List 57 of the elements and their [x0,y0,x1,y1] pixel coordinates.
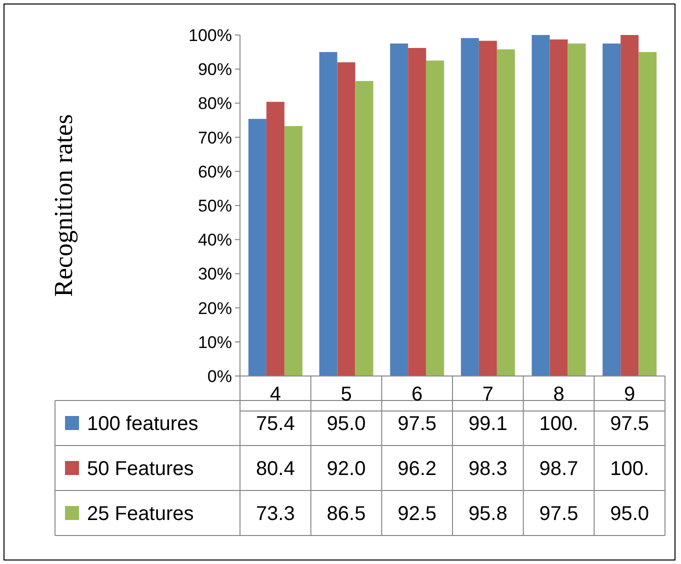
bar [266,102,284,376]
y-tick-label: 60% [198,162,232,182]
bar [638,52,657,376]
bar [248,118,266,376]
data-label: 98.7 [539,458,578,480]
bar [355,81,374,376]
bar [460,38,479,376]
y-tick-label: 30% [198,264,232,284]
data-label: 97.5 [610,413,650,435]
bar [478,40,497,376]
legend-label: 50 Features [87,458,194,480]
y-tick-label: 100% [188,26,232,45]
bar [602,44,621,376]
x-tick-label: 7 [482,384,494,406]
legend-label: 25 Features [87,503,194,525]
bar [620,35,639,376]
legend-label: 100 features [87,413,198,435]
x-tick-label: 5 [340,384,352,406]
y-tick-label: 90% [198,60,232,80]
data-label: 100. [610,458,650,480]
bar [390,44,408,376]
data-label: 73.3 [256,503,295,525]
data-label: 96.2 [398,458,437,480]
data-label: 92.5 [398,503,437,525]
y-axis-title: Recognition rates [49,114,78,297]
x-tick-label: 8 [553,384,564,406]
bar [496,49,515,376]
bar [319,52,338,376]
data-label: 86.5 [326,503,366,525]
bar [568,44,586,376]
data-label: 75.4 [256,413,295,435]
data-label: 95.0 [610,503,650,525]
y-tick-label: 0% [207,366,232,386]
data-label: 98.3 [468,458,508,480]
bar [284,126,302,376]
bar [408,48,426,376]
data-label: 92.0 [326,458,366,480]
y-tick-label: 50% [198,196,232,216]
y-tick-label: 20% [198,298,232,318]
bar [532,35,550,376]
data-label: 95.0 [326,413,366,435]
y-tick-label: 80% [198,94,232,114]
data-label: 95.8 [468,503,508,525]
x-tick-label: 4 [270,384,281,406]
data-label: 97.5 [539,503,578,525]
data-label: 97.5 [398,413,437,435]
data-label: 99.1 [468,413,508,435]
bar [426,60,444,376]
data-label: 80.4 [256,458,295,480]
x-tick-label: 6 [412,384,423,406]
bar [337,62,356,376]
x-tick-label: 9 [624,384,636,406]
y-tick-label: 10% [198,332,232,352]
y-tick-label: 70% [198,128,232,148]
y-tick-label: 40% [198,230,232,250]
bar [550,39,568,376]
data-label: 100. [539,413,578,435]
